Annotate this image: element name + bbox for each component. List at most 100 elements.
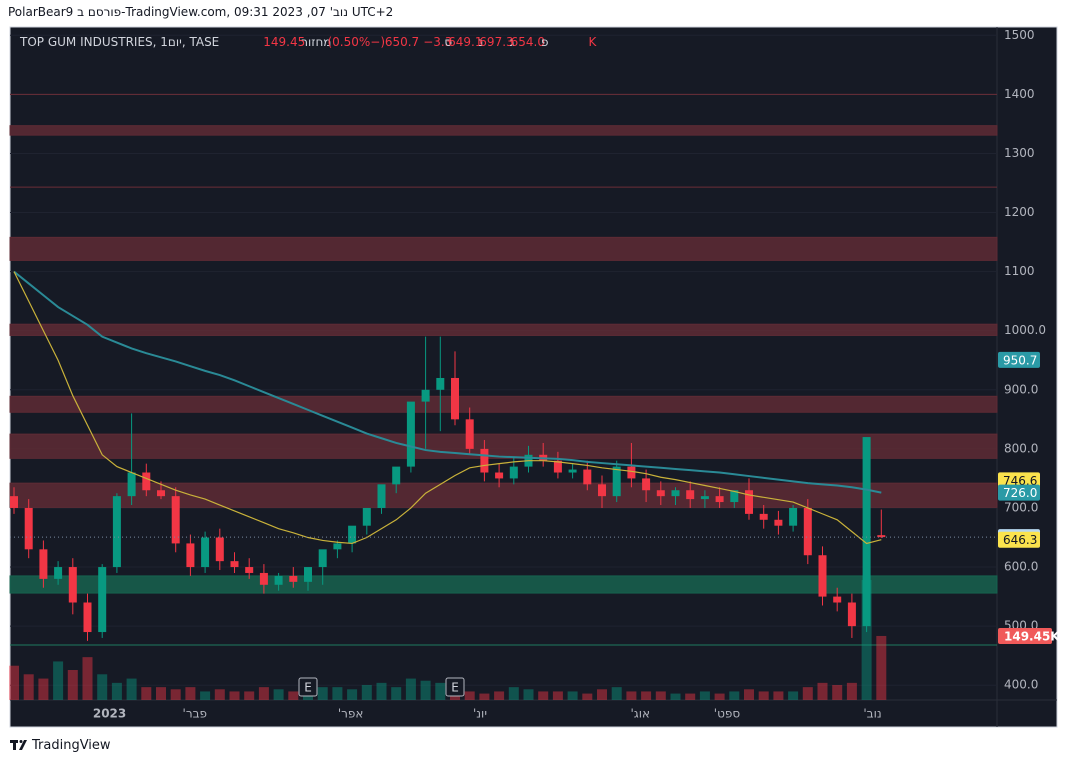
candle-body (142, 472, 151, 491)
volume-bar (391, 687, 402, 700)
volume-bar (567, 691, 578, 700)
zone (9, 323, 998, 336)
candle-body (789, 507, 798, 526)
x-tick-label: 2023 (93, 707, 126, 721)
legend-part: 649.1 (448, 35, 482, 49)
candle-body (671, 490, 680, 497)
volume-bar (611, 687, 622, 700)
candle-body (715, 496, 724, 503)
volume-bar (273, 689, 284, 700)
candle-body (68, 567, 77, 603)
event-label: E (304, 681, 312, 695)
volume-bar (523, 689, 534, 700)
legend-part: 650.7 (385, 35, 419, 49)
candle-body (127, 472, 136, 497)
volume-bar (773, 691, 784, 700)
candle-body (598, 484, 606, 497)
x-tick-label: 'אוג (630, 707, 650, 721)
candle-body (553, 460, 562, 473)
legend-part: נ (478, 35, 483, 49)
price-label: 746.6 (1003, 474, 1037, 488)
volume-bar (126, 678, 137, 700)
candle-body (274, 575, 283, 585)
zone (9, 395, 998, 413)
volume-bar (347, 689, 358, 700)
volume-bar (141, 687, 152, 700)
legend-part: 654.0 (511, 35, 545, 49)
volume-bar (405, 678, 416, 700)
legend-part: ג (510, 35, 515, 49)
volume-label-box (998, 627, 1052, 644)
candle-body (215, 537, 224, 562)
candle-body (24, 507, 33, 550)
candle-body (509, 466, 518, 479)
candle-body (480, 448, 489, 473)
volume-bar (494, 691, 505, 700)
candle-body (583, 469, 592, 485)
price-label-box (998, 351, 1040, 368)
volume-bar (655, 691, 666, 700)
volume-bar (685, 693, 696, 700)
candle-body (157, 490, 165, 497)
x-tick-label: 'אפר (338, 707, 364, 721)
candle-body (803, 507, 812, 556)
event-label: E (451, 681, 459, 695)
candle-body (495, 472, 504, 479)
candle-body (186, 543, 195, 568)
candle-body (406, 401, 415, 467)
y-tick-label: 600.0 (1004, 560, 1038, 574)
y-tick-label: 1100 (1004, 264, 1035, 278)
volume-bar (861, 580, 872, 700)
volume-bar (817, 682, 828, 700)
y-tick-label: 700.0 (1004, 500, 1038, 514)
candle-body (700, 496, 709, 500)
volume-label: 149.45K (1004, 629, 1060, 643)
legend: TOP GUM INDUSTRIES, 1יום, TASE פ654.0ג697… (19, 35, 597, 49)
candle-body (10, 496, 18, 508)
volume-bar (597, 689, 607, 700)
volume-bar (23, 674, 34, 700)
volume-bar (479, 693, 490, 700)
candle-body (568, 469, 577, 473)
price-label-box (998, 484, 1040, 501)
volume-bar (332, 687, 343, 700)
candle-body (230, 561, 239, 568)
volume-bar (876, 635, 887, 700)
volume-bar (714, 693, 725, 700)
candle-body (465, 419, 474, 449)
brand: TradingView (32, 738, 111, 753)
y-tick-label: 1000.0 (1004, 323, 1046, 337)
candle-body (348, 525, 357, 544)
volume-bar (729, 691, 740, 700)
volume-bar (38, 678, 49, 700)
volume-bar (420, 680, 431, 700)
candle-body (201, 537, 210, 568)
volume-bar (229, 691, 240, 700)
volume-bar (788, 691, 799, 700)
caption: PolarBear9 פורסם ב-TradingView.com, נוב'… (8, 5, 394, 19)
y-tick-label: 1400 (1004, 87, 1035, 101)
volume-bar (185, 687, 196, 700)
x-tick-label: 'נוב (863, 707, 881, 721)
candle-body (304, 567, 312, 582)
legend-part: ס (444, 35, 452, 49)
y-tick-label: 800.0 (1004, 441, 1038, 455)
candle-body (318, 549, 327, 568)
volume-bar (758, 691, 769, 700)
candle-body (112, 496, 121, 568)
volume-bar (317, 687, 328, 700)
y-tick-label: 900.0 (1004, 382, 1038, 396)
candle-body (451, 377, 459, 420)
volume-bar (670, 693, 681, 700)
price-label: 646.3 (1003, 533, 1037, 547)
legend-part: TOP GUM INDUSTRIES, 1יום, TASE (19, 35, 219, 49)
volume-bar (170, 689, 181, 700)
legend-part: פ (541, 35, 549, 49)
candle-body (818, 555, 827, 597)
candle-body (436, 377, 445, 390)
candle-body (245, 567, 254, 573)
legend-part: מחזור (301, 35, 331, 49)
candle-body (98, 567, 107, 633)
